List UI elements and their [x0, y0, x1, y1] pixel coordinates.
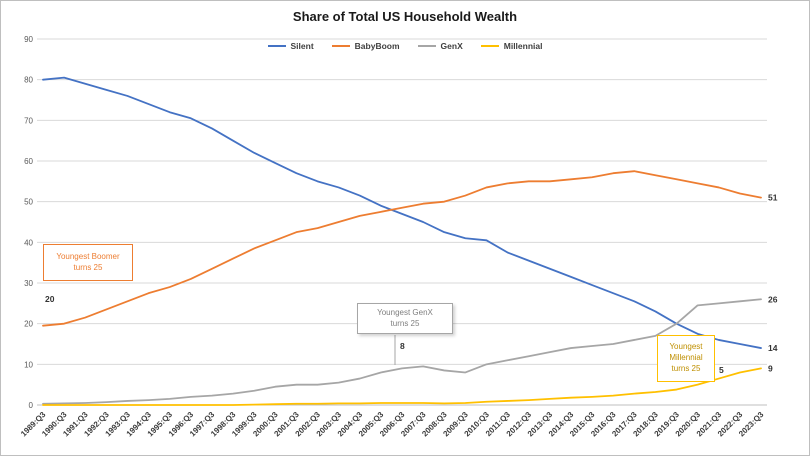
- series-end-label-babyboom: 51: [768, 193, 778, 203]
- point-label: 5: [719, 365, 724, 375]
- series-line-silent: [42, 76, 762, 349]
- annotation-box-genx: Youngest GenX turns 25: [357, 303, 453, 334]
- legend-label: BabyBoom: [354, 41, 400, 51]
- legend-label: Silent: [290, 41, 314, 51]
- legend-item-silent[interactable]: Silent: [267, 41, 314, 51]
- series-end-label-silent: 14: [768, 343, 778, 353]
- y-axis-tick-label: 10: [24, 360, 33, 369]
- annotation-text-line: Youngest: [669, 342, 703, 352]
- legend-label: Millennial: [503, 41, 543, 51]
- annotation-text-line: turns 25: [390, 318, 420, 328]
- y-axis-tick-label: 70: [24, 116, 33, 125]
- legend-item-millennial[interactable]: Millennial: [480, 41, 543, 51]
- series-line-babyboom: [42, 170, 762, 327]
- annotation-box-millennial: Youngest Millennial turns 25: [657, 335, 715, 382]
- legend-line-swatch: [480, 44, 499, 48]
- y-axis-tick-label: 90: [24, 35, 33, 44]
- annotation-text-line: Youngest Boomer: [56, 251, 120, 261]
- y-axis-tick-label: 40: [24, 238, 33, 247]
- chart-title: Share of Total US Household Wealth: [292, 9, 518, 24]
- y-axis-tick-label: 0: [29, 401, 34, 410]
- y-axis-tick-label: 80: [24, 76, 33, 85]
- legend-line-swatch: [417, 44, 436, 48]
- series-end-label-millennial: 9: [768, 363, 773, 373]
- series-line-genx: [42, 298, 762, 405]
- point-label: 8: [400, 341, 405, 351]
- annotation-text-line: Millennial: [669, 353, 703, 363]
- y-axis-tick-label: 20: [24, 320, 33, 329]
- annotation-text-line: turns 25: [671, 363, 701, 373]
- annotation-text-line: turns 25: [73, 262, 103, 272]
- point-label: 20: [45, 294, 55, 304]
- legend-item-genx[interactable]: GenX: [417, 41, 463, 51]
- y-axis-tick-label: 30: [24, 279, 33, 288]
- legend-line-swatch: [267, 44, 286, 48]
- legend-line-swatch: [331, 44, 350, 48]
- y-axis-tick-label: 50: [24, 198, 33, 207]
- series-line-millennial: [42, 367, 762, 406]
- annotation-box-boomer: Youngest Boomer turns 25: [43, 244, 133, 281]
- y-axis-tick-label: 60: [24, 157, 33, 166]
- annotation-text-line: Youngest GenX: [377, 307, 433, 317]
- chart-legend: Silent BabyBoom GenX Millennial: [1, 41, 809, 51]
- series-end-label-genx: 26: [768, 294, 778, 304]
- legend-label: GenX: [440, 41, 463, 51]
- legend-item-babyboom[interactable]: BabyBoom: [331, 41, 400, 51]
